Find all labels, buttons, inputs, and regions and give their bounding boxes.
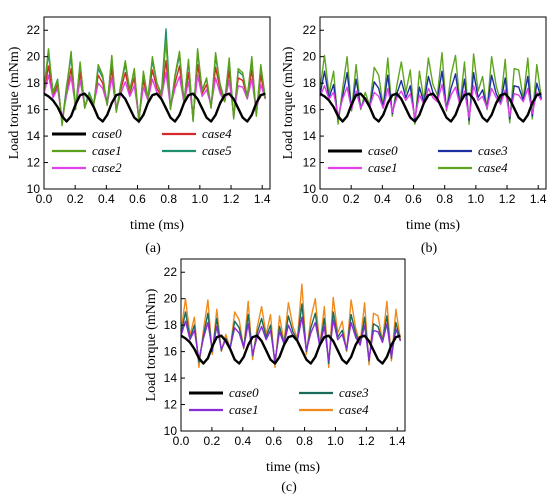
legend-item-case4: case4 <box>299 402 369 417</box>
x-tick-label: 1.0 <box>327 434 344 448</box>
legend-item-case1: case1 <box>52 143 122 158</box>
y-tick-label: 16 <box>164 345 178 359</box>
x-tick-label: 0.8 <box>160 192 177 206</box>
y-tick-label: 16 <box>27 103 41 117</box>
y-tick-label: 18 <box>303 76 317 90</box>
x-tick-label: 1.2 <box>223 192 240 206</box>
y-tick-label: 12 <box>164 398 178 412</box>
legend-label: case4 <box>339 402 369 417</box>
y-tick-label: 10 <box>303 182 317 196</box>
series-line-case5 <box>43 28 266 124</box>
chart-panel-2: 10 12 14 16 18 20 22 0.0 0.2 0.4 0.6 0.8 1.0 1.2 1.4 ti… <box>281 16 547 256</box>
x-tick-label: 0.2 <box>67 192 84 206</box>
x-tick-label: 1.0 <box>468 192 485 206</box>
panel-label: (b) <box>421 241 438 256</box>
x-tick-label: 0.8 <box>436 192 453 206</box>
y-tick-label: 12 <box>303 156 317 170</box>
x-tick-label: 1.0 <box>192 192 209 206</box>
legend-label: case0 <box>368 143 398 158</box>
legend-item-case1: case1 <box>328 160 398 175</box>
y-tick-label: 14 <box>303 129 317 143</box>
series-line-case1 <box>43 40 266 127</box>
legend-label: case3 <box>478 143 508 158</box>
legend-label: case1 <box>368 160 398 175</box>
y-tick-label: 10 <box>27 182 41 196</box>
y-axis-title: Load torque (mNm) <box>144 288 159 401</box>
x-tick-label: 1.4 <box>389 434 406 448</box>
y-tick-label: 22 <box>27 23 41 37</box>
series-line-case0 <box>180 334 401 365</box>
legend-label: case4 <box>202 126 232 141</box>
plot-frame <box>43 16 271 190</box>
y-tick-label: 20 <box>164 292 178 306</box>
y-tick-label: 14 <box>164 371 178 385</box>
legend-item-case0: case0 <box>189 385 259 400</box>
legend-label: case2 <box>92 160 122 175</box>
legend-label: case4 <box>478 160 508 175</box>
x-tick-label: 0.6 <box>129 192 146 206</box>
legend-label: case5 <box>202 143 232 158</box>
plot-frame <box>319 16 547 190</box>
legend-label: case3 <box>339 385 369 400</box>
y-tick-label: 22 <box>164 265 178 279</box>
y-tick-label: 18 <box>164 318 178 332</box>
x-tick-label: 1.4 <box>254 192 271 206</box>
x-axis-title: time (ms) <box>266 460 320 475</box>
y-tick-label: 16 <box>303 103 317 117</box>
x-tick-label: 0.0 <box>312 192 329 206</box>
legend-item-case2: case2 <box>52 160 122 175</box>
x-tick-label: 1.2 <box>358 434 375 448</box>
legend-item-case3: case3 <box>438 143 508 158</box>
panel-label: (c) <box>281 480 297 495</box>
y-tick-label: 20 <box>303 50 317 64</box>
series-line-case4 <box>180 283 402 369</box>
y-tick-label: 20 <box>27 50 41 64</box>
y-tick-label: 18 <box>27 76 41 90</box>
series-line-case4 <box>319 52 542 125</box>
y-tick-label: 22 <box>303 23 317 37</box>
x-axis-title: time (ms) <box>130 218 184 233</box>
x-tick-label: 1.2 <box>499 192 516 206</box>
legend-item-case4: case4 <box>162 126 232 141</box>
x-axis-title: time (ms) <box>406 218 460 233</box>
legend-label: case0 <box>92 126 122 141</box>
chart-panel-3: 10 12 14 16 18 20 22 0.0 0.2 0.4 0.6 0.8 1.0 1.2 1.4 ti… <box>144 258 406 495</box>
series-line-case1 <box>180 316 402 362</box>
legend-label: case0 <box>229 385 259 400</box>
y-axis-title: Load torque (mNm) <box>281 46 296 159</box>
legend-item-case1: case1 <box>189 402 259 417</box>
series-line-case3 <box>180 303 402 365</box>
series-line-case0 <box>319 92 542 123</box>
x-tick-label: 0.6 <box>405 192 422 206</box>
series-line-case3 <box>319 70 542 121</box>
legend-item-case4: case4 <box>438 160 508 175</box>
series-line-case2 <box>43 71 266 120</box>
x-tick-label: 0.6 <box>265 434 282 448</box>
legend-item-case3: case3 <box>299 385 369 400</box>
y-tick-label: 10 <box>164 424 178 438</box>
legend-item-case0: case0 <box>328 143 398 158</box>
series-line-case0 <box>43 92 266 123</box>
y-tick-label: 12 <box>27 156 41 170</box>
x-tick-label: 0.4 <box>234 434 251 448</box>
chart-panel-1: 10 12 14 16 18 20 22 0.0 0.2 0.4 0.6 0.8 1.0 1.2 1.4 ti… <box>7 16 271 256</box>
legend-item-case5: case5 <box>162 143 232 158</box>
x-tick-label: 0.0 <box>36 192 53 206</box>
panel-label: (a) <box>145 241 161 256</box>
x-tick-label: 0.4 <box>374 192 391 206</box>
x-tick-label: 0.8 <box>296 434 313 448</box>
legend-label: case1 <box>92 143 122 158</box>
y-tick-label: 14 <box>27 129 41 143</box>
x-tick-label: 0.2 <box>204 434 221 448</box>
x-tick-label: 0.0 <box>173 434 190 448</box>
x-tick-label: 0.4 <box>98 192 115 206</box>
y-axis-title: Load torque (mNm) <box>7 46 22 159</box>
plot-frame <box>180 258 406 432</box>
series-line-case4 <box>43 60 266 123</box>
x-tick-label: 1.4 <box>530 192 547 206</box>
x-tick-label: 0.2 <box>343 192 360 206</box>
legend-item-case0: case0 <box>52 126 122 141</box>
legend-label: case1 <box>229 402 259 417</box>
